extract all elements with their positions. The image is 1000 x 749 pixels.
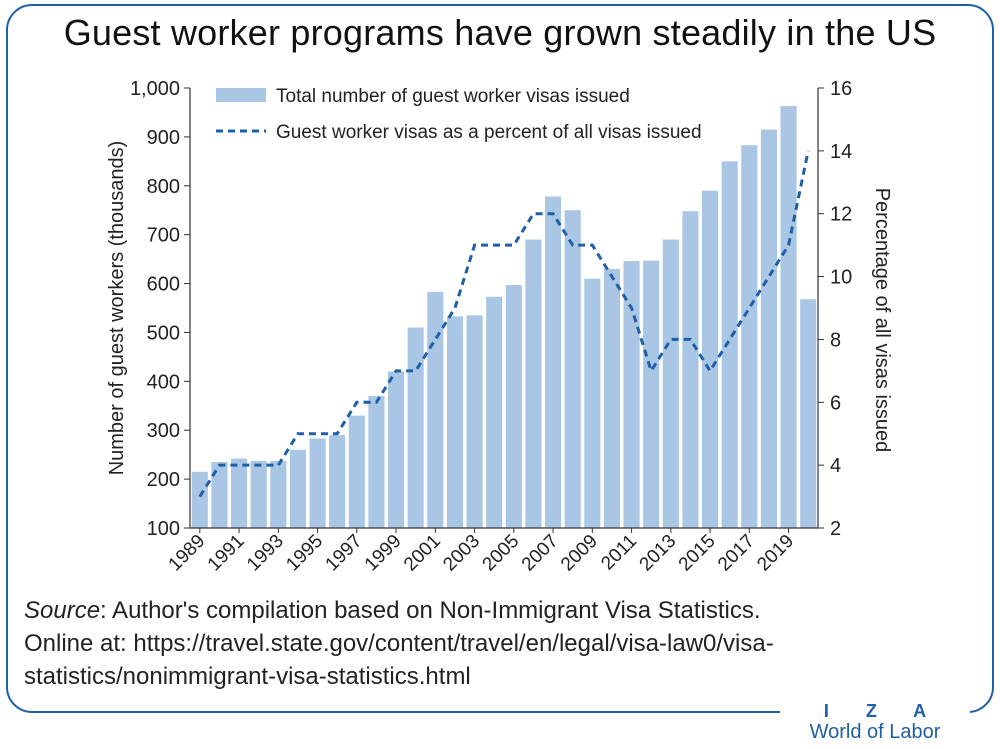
x-tick-label: 1995 — [282, 531, 327, 576]
bar — [250, 461, 267, 528]
legend-line-label: Guest worker visas as a percent of all v… — [276, 122, 702, 143]
bar — [780, 106, 797, 528]
bar — [368, 396, 385, 528]
bar — [309, 438, 326, 528]
y-tick-label: 800 — [147, 176, 180, 198]
x-tick-label: 1997 — [322, 531, 367, 576]
logo-iza-text: I Z A — [823, 701, 943, 721]
y2-tick-label: 2 — [830, 518, 841, 540]
source-note: Source: Author's compilation based on No… — [24, 594, 984, 693]
y2-axis-label: Percentage of all visas issued — [871, 188, 893, 453]
bar — [545, 196, 562, 529]
bar — [564, 210, 581, 528]
chart-title: Guest worker programs have grown steadil… — [63, 12, 937, 53]
bar — [800, 299, 817, 528]
y-tick-label: 100 — [147, 518, 180, 540]
y-tick-label: 900 — [147, 127, 180, 149]
bar — [211, 462, 228, 528]
bar — [603, 268, 620, 528]
x-tick-label: 2013 — [636, 531, 681, 576]
x-tick-label: 2015 — [675, 531, 720, 576]
bar — [270, 461, 287, 528]
y-tick-label: 200 — [147, 469, 180, 491]
y-tick-label: 300 — [147, 420, 180, 442]
bar — [231, 458, 248, 528]
bar — [486, 296, 503, 528]
y2-tick-label: 6 — [830, 392, 841, 414]
y2-tick-label: 4 — [830, 455, 841, 477]
bar — [760, 129, 777, 529]
chart-area: 100 200 300 400 500 600 700 800 900 1,000 2 4 6 8 10 12… — [106, 78, 893, 576]
y2-tick-label: 12 — [830, 204, 852, 226]
bar — [446, 316, 463, 528]
y-tick-label: 700 — [147, 225, 180, 247]
source-label: Source — [24, 597, 101, 624]
y-tick-label: 400 — [147, 371, 180, 393]
source-url-line2: statistics/nonimmigrant-visa-statistics.… — [24, 663, 471, 690]
y2-tick-label: 10 — [830, 267, 852, 289]
y-tick-label: 600 — [147, 274, 180, 296]
y2-tick-label: 14 — [830, 141, 852, 163]
bar — [329, 435, 346, 528]
legend-bar-swatch — [216, 88, 266, 102]
bar — [505, 285, 522, 528]
bar — [662, 239, 679, 529]
y2-tick-label: 8 — [830, 329, 841, 351]
bar — [525, 239, 542, 529]
x-tick-label: 1993 — [243, 531, 288, 576]
percent-line — [198, 150, 810, 498]
bar — [741, 145, 758, 528]
source-url-line1: Online at: https://travel.state.gov/cont… — [24, 630, 774, 657]
bar — [348, 415, 365, 528]
y-tick-label: 1,000 — [130, 78, 180, 100]
y2-tick-label: 16 — [830, 78, 852, 100]
bar — [623, 261, 640, 528]
logo-world-of-labor-text: World of Labor — [809, 721, 941, 743]
bar — [407, 327, 424, 528]
bar — [702, 190, 719, 528]
iza-logo: I Z A World of Labor — [780, 699, 970, 745]
x-tick-label: 2019 — [753, 531, 798, 576]
bar — [466, 315, 483, 528]
x-tick-label: 1999 — [361, 531, 406, 576]
x-tick-label: 2005 — [479, 531, 524, 576]
y-tick-label: 500 — [147, 322, 180, 344]
bar — [584, 278, 601, 528]
source-text: : Author's compilation based on Non-Immi… — [100, 597, 761, 624]
bar — [427, 291, 444, 528]
bar — [191, 471, 208, 528]
bar — [721, 161, 738, 529]
x-tick-label: 2001 — [400, 531, 445, 576]
x-tick-label: 2003 — [439, 531, 484, 576]
x-tick-label: 2011 — [597, 531, 641, 575]
y-axis-label: Number of guest workers (thousands) — [106, 141, 128, 476]
bar — [289, 449, 306, 528]
x-tick-label: 2007 — [518, 531, 563, 576]
bar — [682, 211, 699, 528]
x-tick-label: 2009 — [557, 531, 602, 576]
x-tick-label: 2017 — [714, 531, 759, 576]
bar — [643, 260, 660, 528]
legend-bar-label: Total number of guest worker visas issue… — [276, 86, 630, 107]
bar — [388, 371, 405, 528]
x-tick-label: 1991 — [204, 531, 249, 576]
